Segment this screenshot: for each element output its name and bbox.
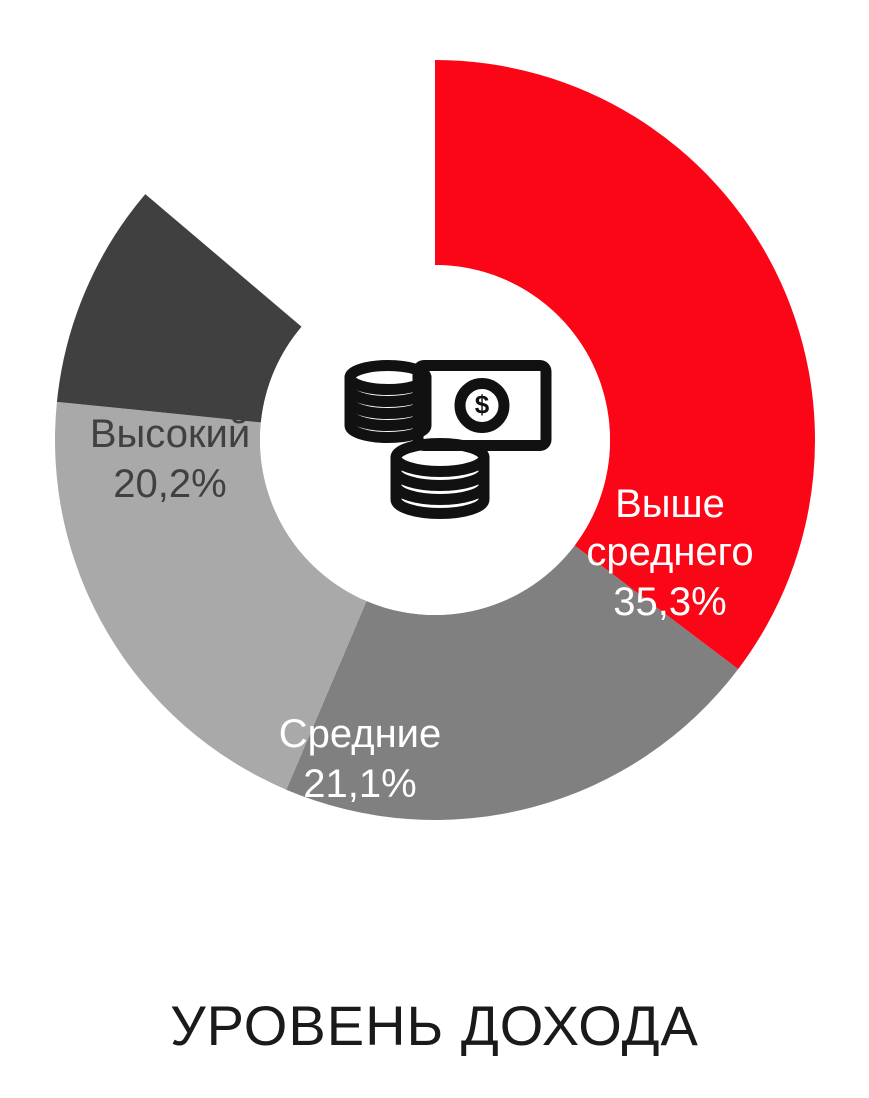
svg-text:$: $ (474, 390, 489, 420)
chart-title: УРОВЕНЬ ДОХОДА (0, 993, 869, 1058)
slice-low (56, 194, 301, 422)
income-donut-chart: $ Вышесреднего35,3%Средние21,1%Высокий20… (0, 0, 869, 900)
money-icon: $ (310, 348, 560, 533)
